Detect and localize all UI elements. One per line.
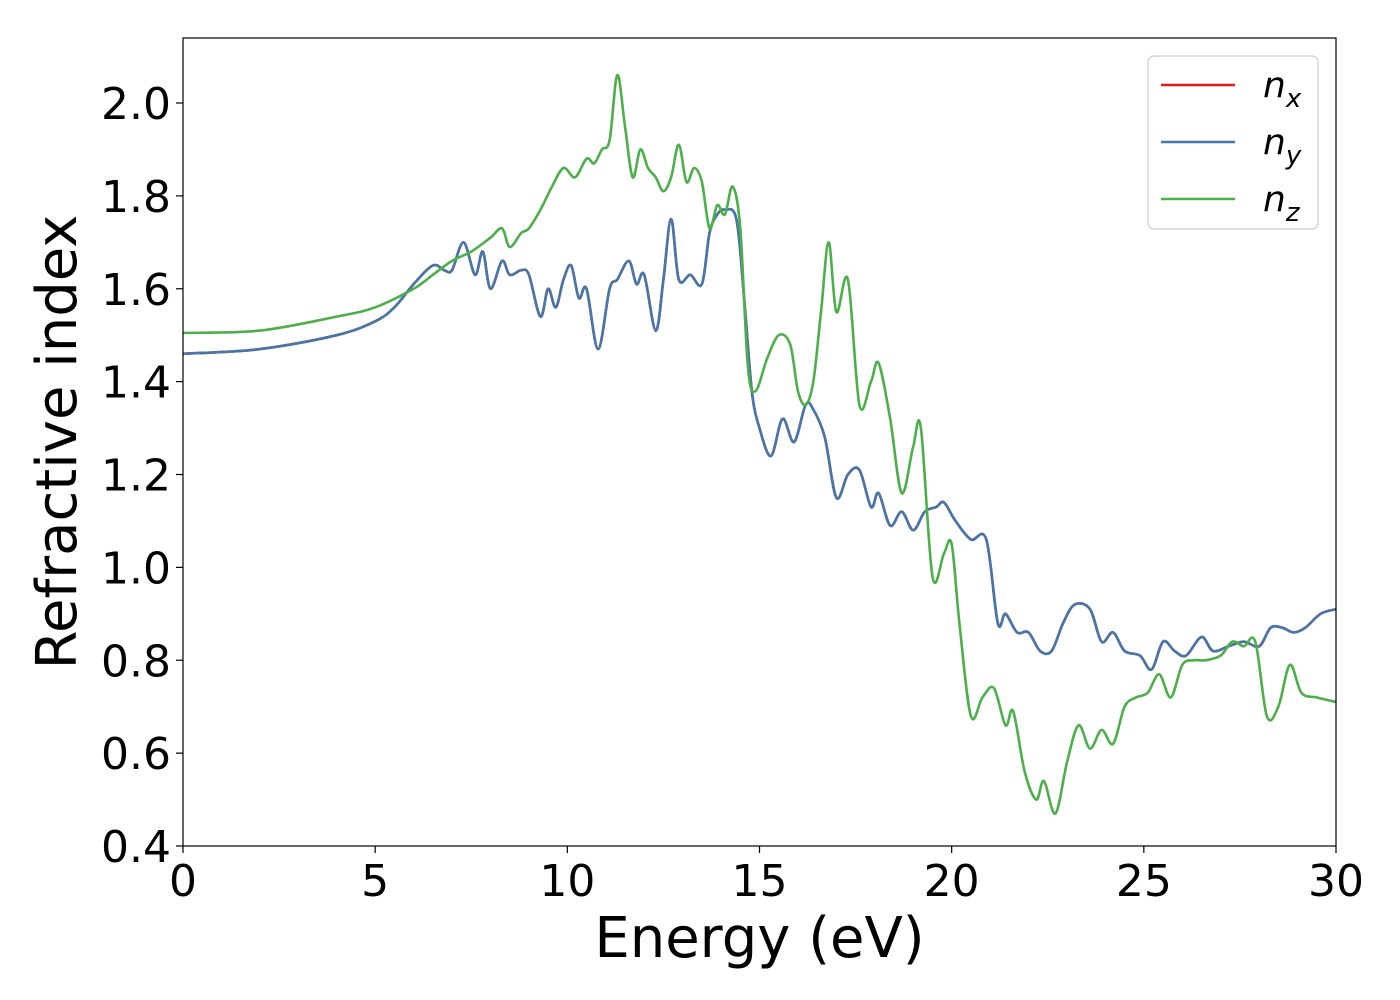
y-tick-label: 1.4 [101, 358, 171, 409]
legend-label-subscript: z [1285, 198, 1301, 228]
legend-label-main: n [1263, 122, 1286, 163]
series-layer [183, 73, 1336, 815]
y-tick-label: 0.6 [101, 729, 171, 780]
x-axis-title: Energy (eV) [594, 906, 924, 971]
y-tick-label: 0.4 [101, 822, 171, 873]
y-tick-label: 0.8 [101, 636, 171, 687]
x-axis: 0 5 10 15 20 25 30 [169, 846, 1364, 907]
x-tick-label: 25 [1116, 856, 1172, 907]
legend-label-main: n [1263, 179, 1286, 220]
series-line-ny [183, 207, 1336, 672]
series-line-nx [183, 207, 1336, 672]
y-tick-label: 1.2 [101, 451, 171, 502]
legend-label-nz: nz [1263, 179, 1301, 228]
y-tick-label: 1.8 [101, 172, 171, 223]
y-tick-label: 2.0 [101, 79, 171, 130]
x-tick-label: 20 [924, 856, 980, 907]
series-line-nz [183, 73, 1336, 815]
x-tick-label: 10 [539, 856, 595, 907]
legend-label-subscript: y [1285, 141, 1302, 171]
x-tick-label: 0 [169, 856, 197, 907]
x-tick-label: 30 [1308, 856, 1364, 907]
legend-label-main: n [1263, 65, 1286, 106]
y-tick-label: 1.0 [101, 543, 171, 594]
y-axis: 0.4 0.6 0.8 1.0 1.2 1.4 1.6 1.8 2.0 [101, 79, 183, 873]
y-tick-label: 1.6 [101, 265, 171, 316]
x-tick-label: 5 [361, 856, 389, 907]
legend-label-ny: ny [1263, 122, 1302, 171]
legend-label-subscript: x [1285, 84, 1302, 114]
x-tick-label: 15 [732, 856, 788, 907]
legend-label-nx: nx [1263, 65, 1302, 114]
y-axis-title: Refractive index [25, 215, 90, 670]
